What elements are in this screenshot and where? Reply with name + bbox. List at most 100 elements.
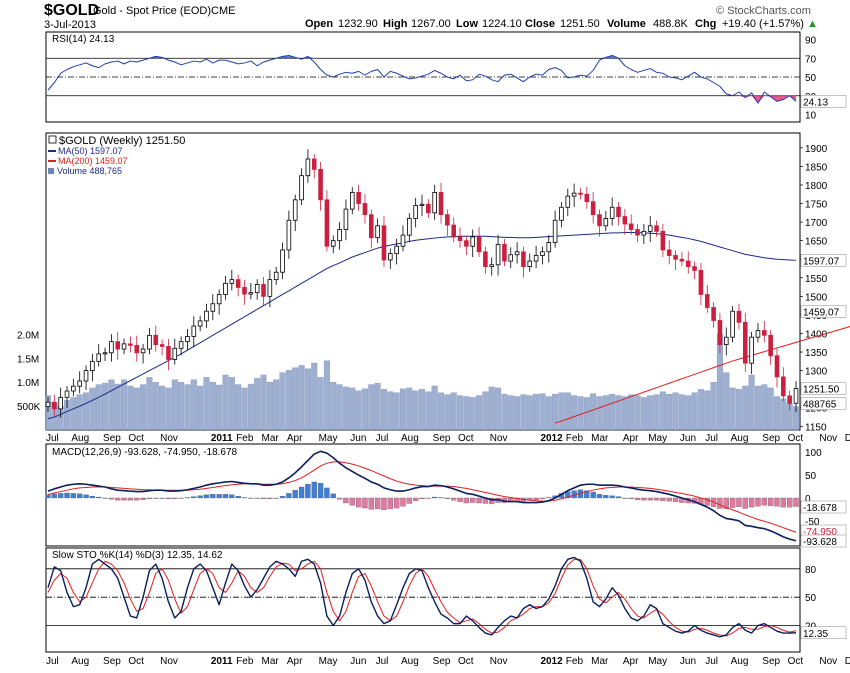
candle-body: [590, 201, 596, 216]
macd-histogram-bar: [235, 495, 241, 499]
macd-histogram-bar: [260, 497, 267, 500]
candle-body: [248, 292, 254, 295]
volume-bar: [488, 386, 495, 431]
macd-histogram-bar: [419, 497, 425, 500]
candle-body: [762, 330, 767, 336]
macd-histogram-bar: [286, 493, 292, 499]
candle-body: [223, 282, 228, 295]
sto-last-value: 12.35: [803, 629, 828, 640]
candle-body: [305, 158, 311, 177]
volume-bar: [387, 391, 394, 431]
volume-bar: [754, 385, 761, 431]
open-value: 1232.90: [338, 18, 378, 30]
sto-x-tick-label: 2011: [211, 656, 233, 667]
macd-histogram-bar: [660, 497, 666, 501]
candle-body: [641, 230, 647, 236]
sto-y-tick: 80: [805, 565, 817, 576]
candle-body: [514, 251, 520, 256]
price-y-tick: 1350: [805, 348, 828, 359]
candle-body: [540, 251, 545, 256]
macd-histogram-bar: [767, 497, 774, 506]
volume-bar: [418, 389, 426, 431]
candle-body: [381, 225, 387, 261]
macd-histogram-bar: [349, 497, 355, 506]
volume-bar: [178, 381, 185, 431]
macd-frame: [45, 443, 801, 547]
volume-bar: [469, 397, 476, 431]
candle-body: [781, 376, 786, 397]
instrument-name: Gold - Spot Price (EOD): [93, 5, 211, 17]
macd-histogram-bar: [64, 492, 70, 499]
macd-signal-line: [47, 461, 797, 533]
volume-bar: [761, 384, 768, 431]
sto-legend: Slow STO %K(14) %D(3) 12.35, 14.62: [52, 550, 223, 561]
volume-bar: [514, 396, 521, 431]
candle-body: [609, 206, 615, 219]
volume-bar: [425, 391, 432, 431]
volume-bar: [317, 377, 324, 431]
ma200-last-value: 1459.07: [803, 308, 840, 319]
macd-histogram-bar: [622, 497, 628, 499]
macd-histogram-bar: [115, 497, 121, 501]
volume-bar: [89, 387, 96, 431]
macd-histogram-bar: [267, 497, 273, 500]
macd-histogram-bar: [70, 493, 77, 499]
candle-body: [185, 336, 190, 343]
candle-body: [736, 310, 742, 323]
candle-body: [647, 225, 653, 232]
candle-body: [445, 214, 450, 226]
candle-body: [597, 214, 602, 227]
candle-body: [349, 191, 355, 210]
volume-bar: [615, 395, 622, 431]
sto-x-tick-label: Feb: [236, 656, 254, 667]
macd-histogram-bar: [77, 493, 83, 499]
volume-bar: [457, 395, 464, 431]
price-x-tick-label: Nov: [490, 433, 508, 444]
candle-body: [527, 260, 533, 268]
candle-body: [337, 229, 342, 242]
candle-body: [616, 206, 621, 217]
macd-histogram-bar: [539, 497, 546, 500]
candle-body: [502, 243, 507, 262]
volume-bar: [558, 392, 565, 431]
macd-histogram-bar: [653, 497, 660, 501]
macd-histogram-bar: [368, 497, 374, 510]
candle-body: [121, 343, 127, 350]
low-label: Low: [456, 18, 478, 30]
candle-body: [254, 284, 260, 294]
candle-body: [457, 236, 463, 242]
macd-histogram-bar: [786, 497, 793, 508]
volume-bar: [647, 395, 654, 431]
candle-body: [464, 240, 469, 247]
macd-histogram-bar: [596, 494, 603, 499]
volume-bar: [691, 392, 698, 431]
macd-histogram-bar: [89, 495, 96, 499]
macd-histogram-bar: [153, 497, 159, 499]
volume-bar: [247, 383, 254, 431]
price-y-tick: 1300: [805, 367, 828, 378]
price-panel: 1150120012501300135014001450150015501600…: [17, 132, 850, 444]
volume-bar: [330, 381, 337, 431]
sto-x-tick-label: Apr: [623, 656, 639, 667]
macd-histogram-bar: [457, 497, 463, 502]
volume-bar: [222, 374, 229, 431]
volume-bar: [279, 372, 286, 431]
macd-histogram-bar: [774, 497, 780, 507]
volume-bar: [476, 395, 483, 431]
macd-panel: 100 50 0 -50 MACD(12,26,9) -93.628, -74.950,…: [45, 443, 847, 548]
volume-bar: [729, 387, 736, 431]
sto-x-tick-label: Apr: [287, 656, 303, 667]
candle-body: [216, 294, 222, 305]
volume-bar: [171, 379, 178, 431]
stochastic-panel: 205080Slow STO %K(14) %D(3) 12.35, 14.62…: [45, 547, 850, 667]
sto-x-tick-label: Nov: [819, 656, 837, 667]
volume-bar: [95, 384, 102, 431]
candle-body: [400, 234, 406, 247]
price-x-tick-label: Apr: [287, 433, 303, 444]
candle-body: [267, 279, 273, 297]
candle-body: [628, 223, 634, 230]
volume-label: Volume: [607, 18, 646, 30]
price-y-tick: 1700: [805, 218, 828, 229]
candle-body: [419, 203, 425, 206]
volume-bar: [399, 388, 407, 431]
